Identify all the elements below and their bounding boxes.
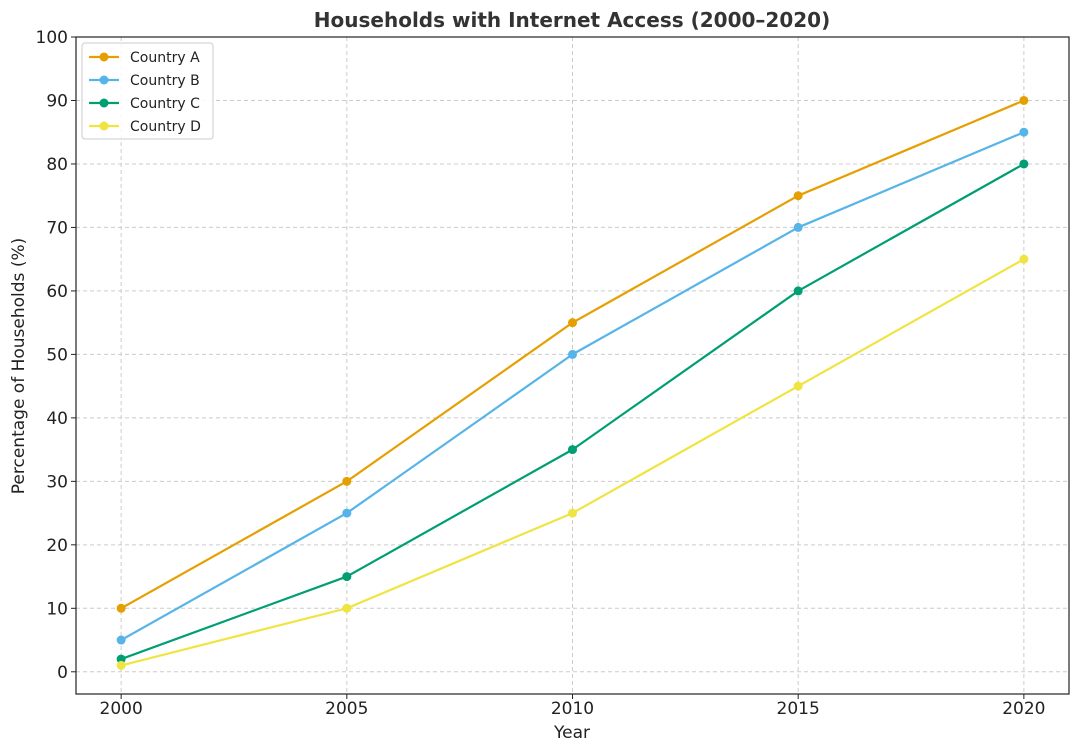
data-point [568,445,577,455]
data-point [116,660,126,670]
data-point [568,318,577,328]
data-point [116,654,126,664]
chart-title: Households with Internet Access (2000–20… [314,8,830,32]
legend-label: Country B [130,73,200,89]
grid [76,36,1069,694]
data-point [793,191,803,201]
legend-swatch-marker [99,98,109,108]
x-tick-label: 2015 [777,699,820,719]
data-point [568,349,577,359]
legend-item: Country C [89,96,200,112]
x-axis-label: Year [553,723,590,743]
legend-label: Country C [130,96,200,112]
data-point [342,603,352,613]
series-country-d [116,254,1029,670]
x-tick-label: 2020 [1002,699,1045,719]
data-point [116,635,126,645]
tick-labels: 0 10 20 30 40 50 60 70 80 90 100 2000 2005 2010 2015 20… [36,28,1046,719]
legend-box [81,42,214,140]
data-point [793,286,803,296]
legend-swatch-marker [99,52,109,62]
legend-swatch-marker [99,121,109,131]
data-point [1019,254,1029,264]
legend-label: Country D [130,119,201,135]
y-tick-label: 80 [46,155,68,175]
legend-item: Country D [89,119,201,135]
data-point [1019,127,1029,137]
y-tick-label: 20 [46,536,68,556]
data-point [1019,159,1029,169]
legend-item: Country B [89,73,200,89]
y-tick-label: 90 [46,91,68,111]
y-tick-label: 0 [57,663,68,683]
data-point [342,476,352,486]
data-point [342,572,352,582]
y-tick-label: 100 [36,28,68,48]
x-tick-label: 2010 [551,699,594,719]
data-point [342,508,352,518]
data-point [568,508,577,518]
x-tick-label: 2005 [325,699,368,719]
y-tick-label: 40 [46,409,68,429]
plot-frame [75,36,1070,695]
legend-label: Country A [130,50,200,66]
y-tick-label: 70 [46,218,68,238]
series-lines [116,95,1029,670]
series-country-c [116,159,1029,664]
y-tick-label: 30 [46,472,68,492]
y-axis-label: Percentage of Households (%) [9,238,29,494]
data-point [1019,95,1029,105]
x-tick-label: 2000 [100,699,143,719]
y-tick-label: 10 [46,599,68,619]
data-point [116,603,126,613]
data-point [793,381,803,391]
series-country-b [116,127,1029,645]
y-tick-label: 50 [46,345,68,365]
y-tick-label: 60 [46,282,68,302]
series-country-a [116,95,1029,613]
legend: Country A Country B Country C Country D [81,42,214,140]
data-point [793,222,803,232]
legend-swatch-marker [99,75,109,85]
axes [71,36,1070,699]
legend-item: Country A [89,50,200,66]
